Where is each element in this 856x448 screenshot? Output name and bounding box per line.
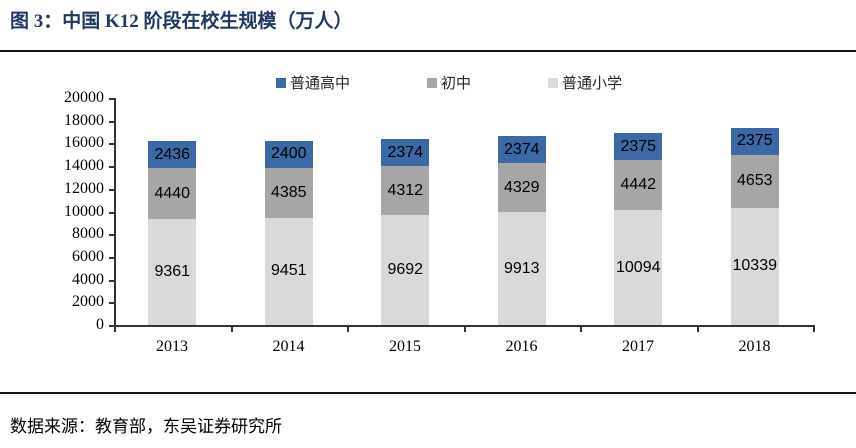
bar-value-label-初中-2017: 4442 [620, 176, 657, 194]
x-axis-category-label: 2014 [272, 338, 305, 355]
bar-value-label-初中-2016: 4329 [503, 178, 540, 196]
bar-value-label-初中-2018: 4653 [736, 172, 773, 190]
y-axis-tick [109, 302, 114, 305]
bar-value-label-普通小学-2013: 9361 [154, 262, 191, 280]
bar-value-label-普通高中-2013: 2436 [154, 145, 191, 163]
bar-segment-初中-2014 [264, 167, 313, 218]
y-axis-tick-label: 4000 [72, 270, 104, 288]
y-axis-tick-label: 8000 [72, 225, 104, 243]
y-axis-tick-label: 18000 [64, 111, 104, 129]
y-axis-tick-label: 16000 [64, 134, 104, 152]
x-axis-tick [114, 327, 116, 332]
legend-swatch-icon [548, 77, 559, 88]
bar-value-label-初中-2013: 4440 [154, 184, 191, 202]
chart-legend: 普通高中 初中 普通小学 [276, 72, 622, 93]
y-axis-tick [109, 211, 114, 214]
legend-label: 初中 [441, 75, 472, 92]
bar-segment-普通高中-2013 [148, 140, 197, 169]
bar-value-label-初中-2014: 4385 [270, 183, 307, 201]
x-axis-tick [230, 327, 233, 332]
bar-segment-初中-2018 [730, 154, 779, 208]
y-axis-tick-label: 20000 [64, 89, 104, 106]
bar-segment-初中-2015 [381, 166, 430, 215]
x-axis-tick [813, 327, 815, 332]
legend-item-2: 初中 [427, 72, 471, 93]
x-axis-tick [463, 327, 466, 332]
bar-segment-初中-2013 [148, 168, 197, 219]
legend-swatch-icon [427, 77, 438, 88]
x-axis-tick [580, 327, 582, 332]
bar-value-label-普通小学-2017: 10094 [616, 258, 661, 276]
y-axis-tick [109, 256, 114, 259]
bottom-rule-line [0, 392, 856, 394]
bar-segment-普通高中-2017 [614, 133, 663, 160]
bar-segment-普通小学-2017 [614, 210, 663, 325]
bar-value-label-普通高中-2016: 2374 [503, 140, 540, 158]
x-axis-category-label: 2018 [738, 338, 771, 355]
y-axis-tick [109, 120, 114, 123]
y-axis-tick-label: 14000 [64, 157, 104, 175]
bar-segment-普通小学-2015 [381, 214, 430, 325]
bar-value-label-普通高中-2017: 2375 [620, 137, 657, 155]
y-axis-tick [109, 98, 114, 100]
x-axis-tick [696, 327, 699, 332]
bar-segment-普通高中-2015 [381, 139, 430, 167]
legend-label: 普通小学 [562, 75, 623, 92]
x-axis-category-label: 2015 [389, 338, 421, 355]
x-axis-category-label: 2013 [156, 338, 188, 355]
bar-value-label-普通高中-2015: 2374 [387, 143, 424, 161]
y-axis-tick [109, 325, 114, 327]
legend-item-1: 普通高中 [276, 72, 350, 93]
y-axis-tick-label: 12000 [64, 179, 104, 197]
y-axis-tick [109, 143, 114, 146]
data-source-note: 数据来源：教育部，东吴证券研究所 [10, 417, 282, 436]
bar-value-label-普通小学-2014: 9451 [270, 262, 307, 280]
legend-swatch-icon [276, 77, 286, 88]
y-axis-tick [109, 234, 114, 237]
bar-value-label-普通小学-2016: 9913 [503, 259, 540, 277]
top-rule-line [0, 50, 856, 52]
y-axis-tick [109, 166, 114, 169]
bar-segment-普通小学-2014 [264, 217, 313, 325]
bar-value-label-普通小学-2018: 10339 [732, 257, 778, 275]
legend-item-3: 普通小学 [548, 72, 622, 93]
y-axis-line [114, 98, 116, 327]
bar-value-label-普通高中-2018: 2375 [736, 132, 773, 150]
bar-segment-普通高中-2018 [730, 127, 779, 155]
x-axis-category-label: 2016 [505, 338, 538, 355]
x-axis-tick [347, 327, 349, 332]
bar-segment-初中-2016 [497, 163, 546, 213]
bar-segment-普通小学-2016 [497, 212, 546, 325]
x-axis-line [114, 325, 815, 327]
bar-value-label-初中-2015: 4312 [387, 181, 424, 199]
y-axis-tick-label: 6000 [72, 247, 104, 265]
bar-segment-普通小学-2018 [730, 207, 779, 325]
y-axis-tick-label: 0 [96, 316, 104, 333]
bar-segment-初中-2017 [614, 160, 663, 211]
bar-value-label-普通高中-2014: 2400 [270, 145, 307, 163]
y-axis-tick-label: 2000 [72, 293, 104, 311]
legend-label: 普通高中 [290, 75, 351, 92]
y-axis-tick [109, 188, 114, 191]
figure-title: 图 3：中国 K12 阶段在校生规模（万人） [10, 11, 353, 32]
y-axis-tick-label: 10000 [64, 202, 104, 220]
bar-segment-普通高中-2016 [497, 136, 546, 164]
y-axis-tick [109, 279, 114, 282]
bar-segment-普通高中-2014 [264, 140, 313, 168]
x-axis-category-label: 2017 [622, 338, 654, 355]
bar-segment-普通小学-2013 [148, 218, 197, 325]
bar-value-label-普通小学-2015: 9692 [387, 260, 424, 278]
